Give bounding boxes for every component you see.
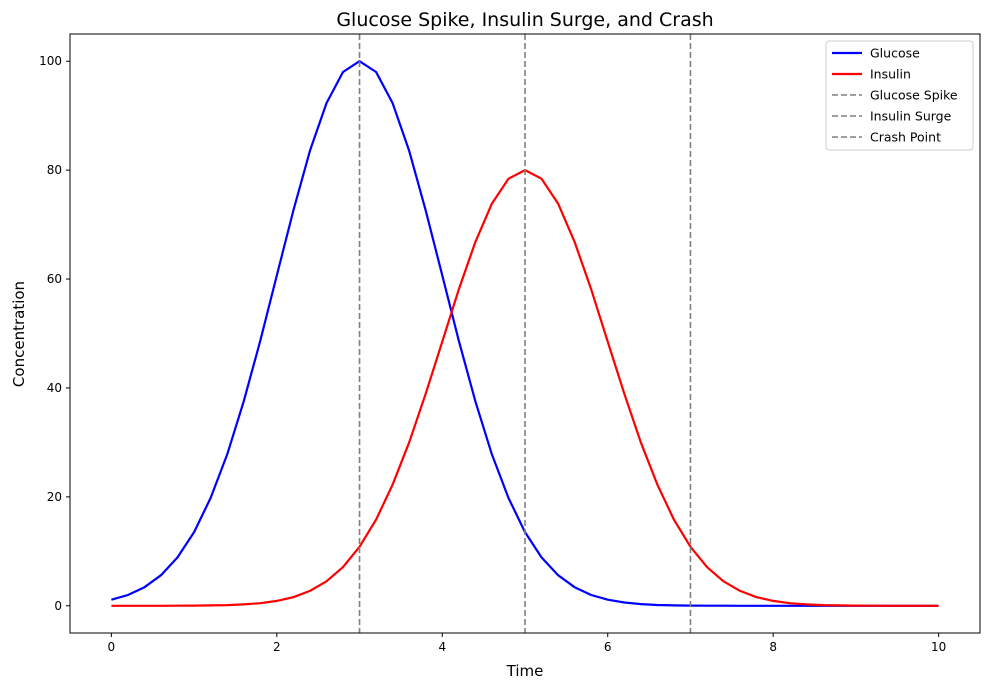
legend-label: Glucose [870, 46, 920, 61]
plot-area-frame [69, 33, 981, 634]
legend: Glucose Insulin Glucose Spike Insulin Surge… [825, 40, 974, 151]
legend-label: Insulin [870, 67, 911, 82]
y-tick-label: 80 [47, 163, 62, 177]
chart-title: Glucose Spike, Insulin Surge, and Crash [336, 9, 713, 31]
y-axis-label: Concentration [10, 281, 28, 387]
y-tick-label: 60 [47, 272, 62, 286]
legend-box [825, 40, 974, 151]
y-tick-label: 40 [47, 381, 62, 395]
x-tick-label: 4 [438, 640, 446, 654]
plot-marks [111, 34, 939, 633]
x-tick-label: 0 [108, 640, 116, 654]
y-tick-label: 20 [47, 490, 62, 504]
legend-label: Insulin Surge [870, 109, 952, 124]
legend-label: Glucose Spike [870, 88, 958, 103]
legend-label: Crash Point [870, 130, 941, 145]
x-tick-label: 10 [931, 640, 946, 654]
y-tick-label: 100 [39, 54, 62, 68]
x-tick-label: 2 [273, 640, 281, 654]
x-tick-label: 6 [604, 640, 612, 654]
x-axis-label: Time [506, 662, 544, 680]
x-tick-label: 8 [769, 640, 777, 654]
y-tick-label: 0 [54, 599, 62, 613]
